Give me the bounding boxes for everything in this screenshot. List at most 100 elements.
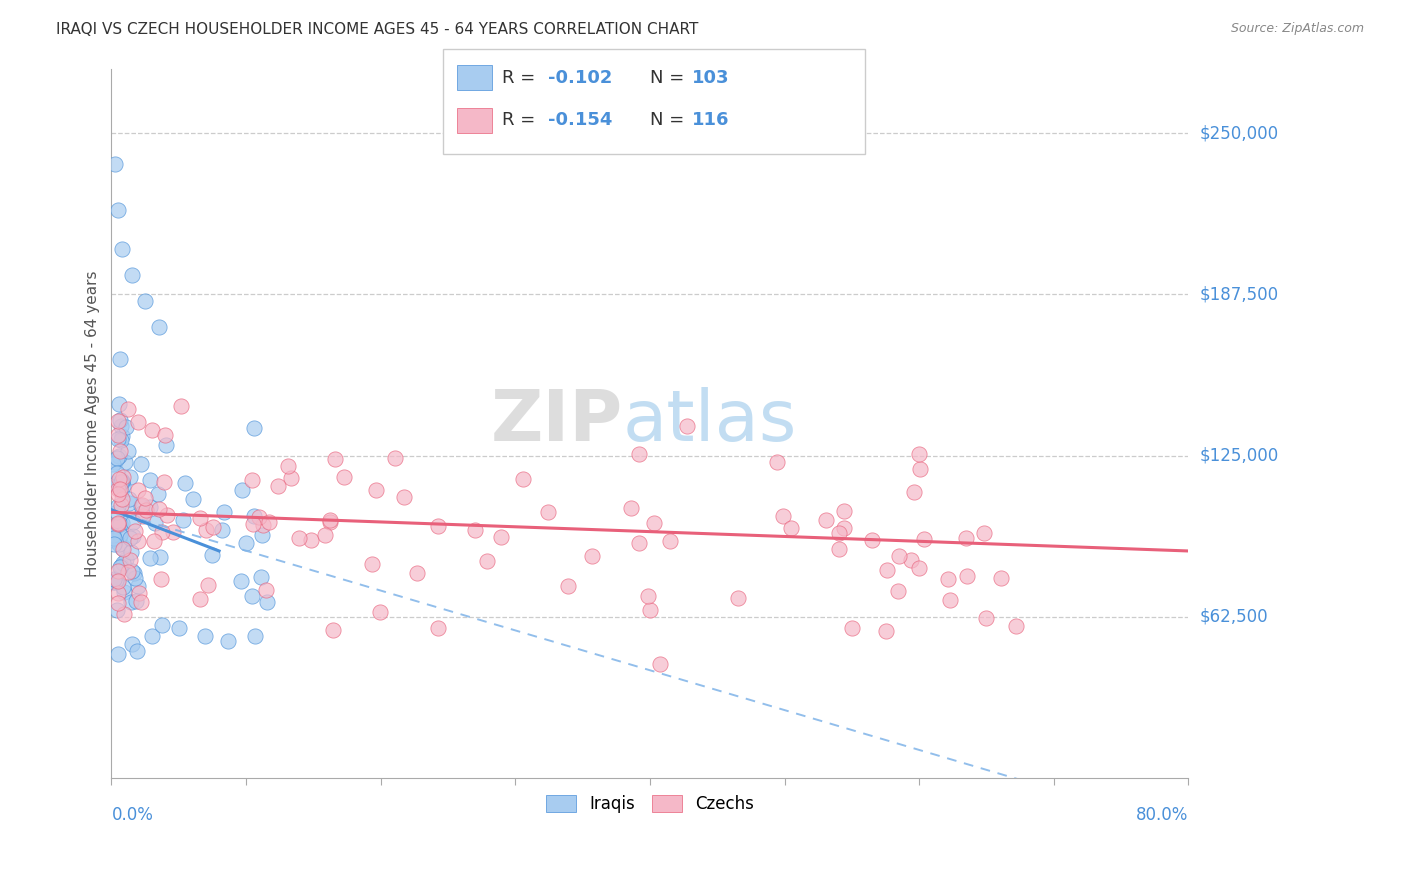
Point [112, 557, 135, 571]
Point [117, 444, 139, 458]
Point [254, 582, 277, 597]
Point [217, 633, 239, 648]
Point [110, 433, 132, 447]
Point [250, 570, 273, 584]
Point [108, 537, 131, 551]
Point [107, 516, 129, 531]
Point [104, 573, 127, 587]
Point [131, 506, 153, 520]
Point [108, 472, 131, 486]
Point [143, 516, 166, 530]
Point [152, 475, 174, 490]
Point [973, 525, 995, 540]
Point [101, 533, 124, 547]
Point [107, 516, 129, 530]
Point [149, 549, 172, 564]
Text: 0.0%: 0.0% [111, 806, 153, 824]
Point [117, 565, 139, 579]
Point [127, 644, 149, 658]
Point [876, 563, 898, 577]
Point [252, 528, 274, 542]
Point [939, 593, 962, 607]
Point [162, 525, 184, 540]
Point [240, 474, 263, 488]
Point [110, 484, 132, 499]
Point [256, 595, 278, 609]
Point [299, 533, 322, 548]
Point [107, 647, 129, 661]
Point [120, 545, 142, 559]
Point [156, 508, 179, 522]
Point [110, 413, 132, 427]
Point [779, 521, 801, 535]
Text: -0.102: -0.102 [548, 69, 613, 87]
Point [322, 624, 344, 638]
Point [124, 524, 146, 538]
Point [118, 469, 141, 483]
Point [124, 594, 146, 608]
Point [211, 523, 233, 537]
Point [131, 509, 153, 524]
Point [638, 603, 661, 617]
Point [128, 586, 150, 600]
Point [107, 397, 129, 411]
Text: $62,500: $62,500 [1199, 607, 1268, 626]
Point [111, 242, 134, 256]
Point [257, 515, 280, 529]
Point [129, 595, 152, 609]
Point [108, 559, 131, 574]
Point [392, 490, 415, 504]
Point [772, 509, 794, 524]
Point [120, 595, 142, 609]
Point [107, 432, 129, 446]
Point [990, 571, 1012, 585]
Point [319, 515, 342, 529]
Point [658, 533, 681, 548]
Point [936, 572, 959, 586]
Point [242, 517, 264, 532]
Point [127, 483, 149, 497]
Point [727, 591, 749, 605]
Point [360, 557, 382, 571]
Text: 116: 116 [692, 112, 730, 129]
Text: 80.0%: 80.0% [1136, 806, 1188, 824]
Legend: Iraqis, Czechs: Iraqis, Czechs [540, 788, 761, 820]
Point [107, 586, 129, 600]
Point [108, 525, 131, 540]
Point [105, 467, 128, 481]
Point [107, 500, 129, 514]
Point [122, 516, 145, 530]
Text: atlas: atlas [623, 387, 797, 457]
Point [120, 553, 142, 567]
Point [112, 542, 135, 557]
Text: -0.154: -0.154 [548, 112, 613, 129]
Point [131, 498, 153, 512]
Point [101, 457, 124, 471]
Point [627, 536, 650, 550]
Point [240, 589, 263, 603]
Point [231, 483, 253, 498]
Point [103, 572, 125, 586]
Point [105, 504, 128, 518]
Point [368, 605, 391, 619]
Point [107, 574, 129, 588]
Point [118, 491, 141, 506]
Point [252, 518, 274, 533]
Point [122, 528, 145, 542]
Point [138, 550, 160, 565]
Point [111, 475, 134, 489]
Point [243, 508, 266, 523]
Point [101, 574, 124, 589]
Point [112, 584, 135, 599]
Point [139, 500, 162, 515]
Point [127, 415, 149, 429]
Point [766, 455, 789, 469]
Point [110, 499, 132, 513]
Point [384, 451, 406, 466]
Point [110, 559, 132, 574]
Point [118, 496, 141, 510]
Point [841, 621, 863, 635]
Point [112, 580, 135, 594]
Text: Source: ZipAtlas.com: Source: ZipAtlas.com [1230, 22, 1364, 36]
Text: $187,500: $187,500 [1199, 285, 1278, 303]
